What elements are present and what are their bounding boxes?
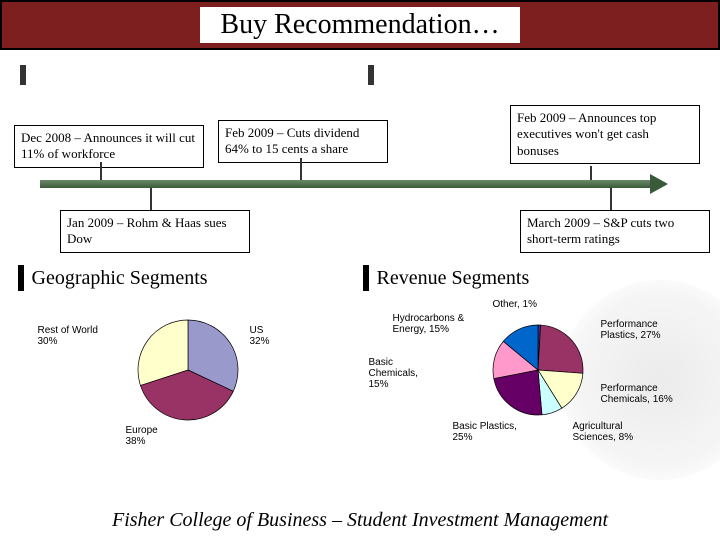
pie-label: Agricultural Sciences, 8% — [573, 421, 634, 443]
event-feb2009a: Feb 2009 – Cuts dividend 64% to 15 cents… — [218, 120, 388, 163]
rev-chart: Hydrocarbons & Energy, 15% Other, 1% Perfo… — [363, 297, 703, 442]
timeline-area: Dec 2008 – Announces it will cut 11% of … — [0, 50, 720, 265]
charts-row: Geographic Segments Rest of World 30% US … — [0, 265, 720, 442]
tick-mark — [368, 65, 374, 85]
footer-text: Fisher College of Business – Student Inv… — [0, 509, 720, 532]
event-mar2009: March 2009 – S&P cuts two short-term rat… — [520, 210, 710, 253]
section-bar-icon — [363, 265, 369, 291]
pie-label: Basic Chemicals, 15% — [369, 357, 418, 390]
geo-title: Geographic Segments — [32, 267, 208, 290]
geo-pie-svg — [38, 300, 338, 440]
pie-label: Other, 1% — [493, 299, 537, 310]
geo-chart: Rest of World 30%US 32%Europe 38% — [18, 297, 358, 442]
event-dec2008: Dec 2008 – Announces it will cut 11% of … — [14, 125, 204, 168]
title-bar: Buy Recommendation… — [0, 0, 720, 50]
section-bar-icon — [18, 265, 24, 291]
pie-label: Hydrocarbons & Energy, 15% — [393, 313, 465, 335]
rev-section: Revenue Segments Hydrocarbons & Energy, … — [363, 265, 703, 442]
connector — [150, 188, 152, 210]
timeline-bar — [40, 180, 650, 188]
pie-label: Performance Chemicals, 16% — [601, 383, 673, 405]
pie-label: Rest of World 30% — [38, 325, 98, 347]
timeline-arrow-icon — [650, 174, 668, 194]
event-jan2009: Jan 2009 – Rohm & Haas sues Dow — [60, 210, 250, 253]
connector — [100, 162, 102, 182]
geo-section: Geographic Segments Rest of World 30% US … — [18, 265, 358, 442]
tick-mark — [20, 65, 26, 85]
connector — [300, 158, 302, 182]
rev-title: Revenue Segments — [377, 267, 530, 290]
pie-label: Basic Plastics, 25% — [453, 421, 517, 443]
connector — [610, 188, 612, 210]
event-feb2009b: Feb 2009 – Announces top executives won'… — [510, 105, 700, 164]
page-title: Buy Recommendation… — [200, 7, 519, 43]
pie-slice — [538, 325, 583, 373]
pie-label: US 32% — [250, 325, 270, 347]
pie-label: Performance Plastics, 27% — [601, 319, 661, 341]
pie-label: Europe 38% — [126, 425, 158, 447]
section-header: Revenue Segments — [363, 265, 703, 291]
section-header: Geographic Segments — [18, 265, 358, 291]
